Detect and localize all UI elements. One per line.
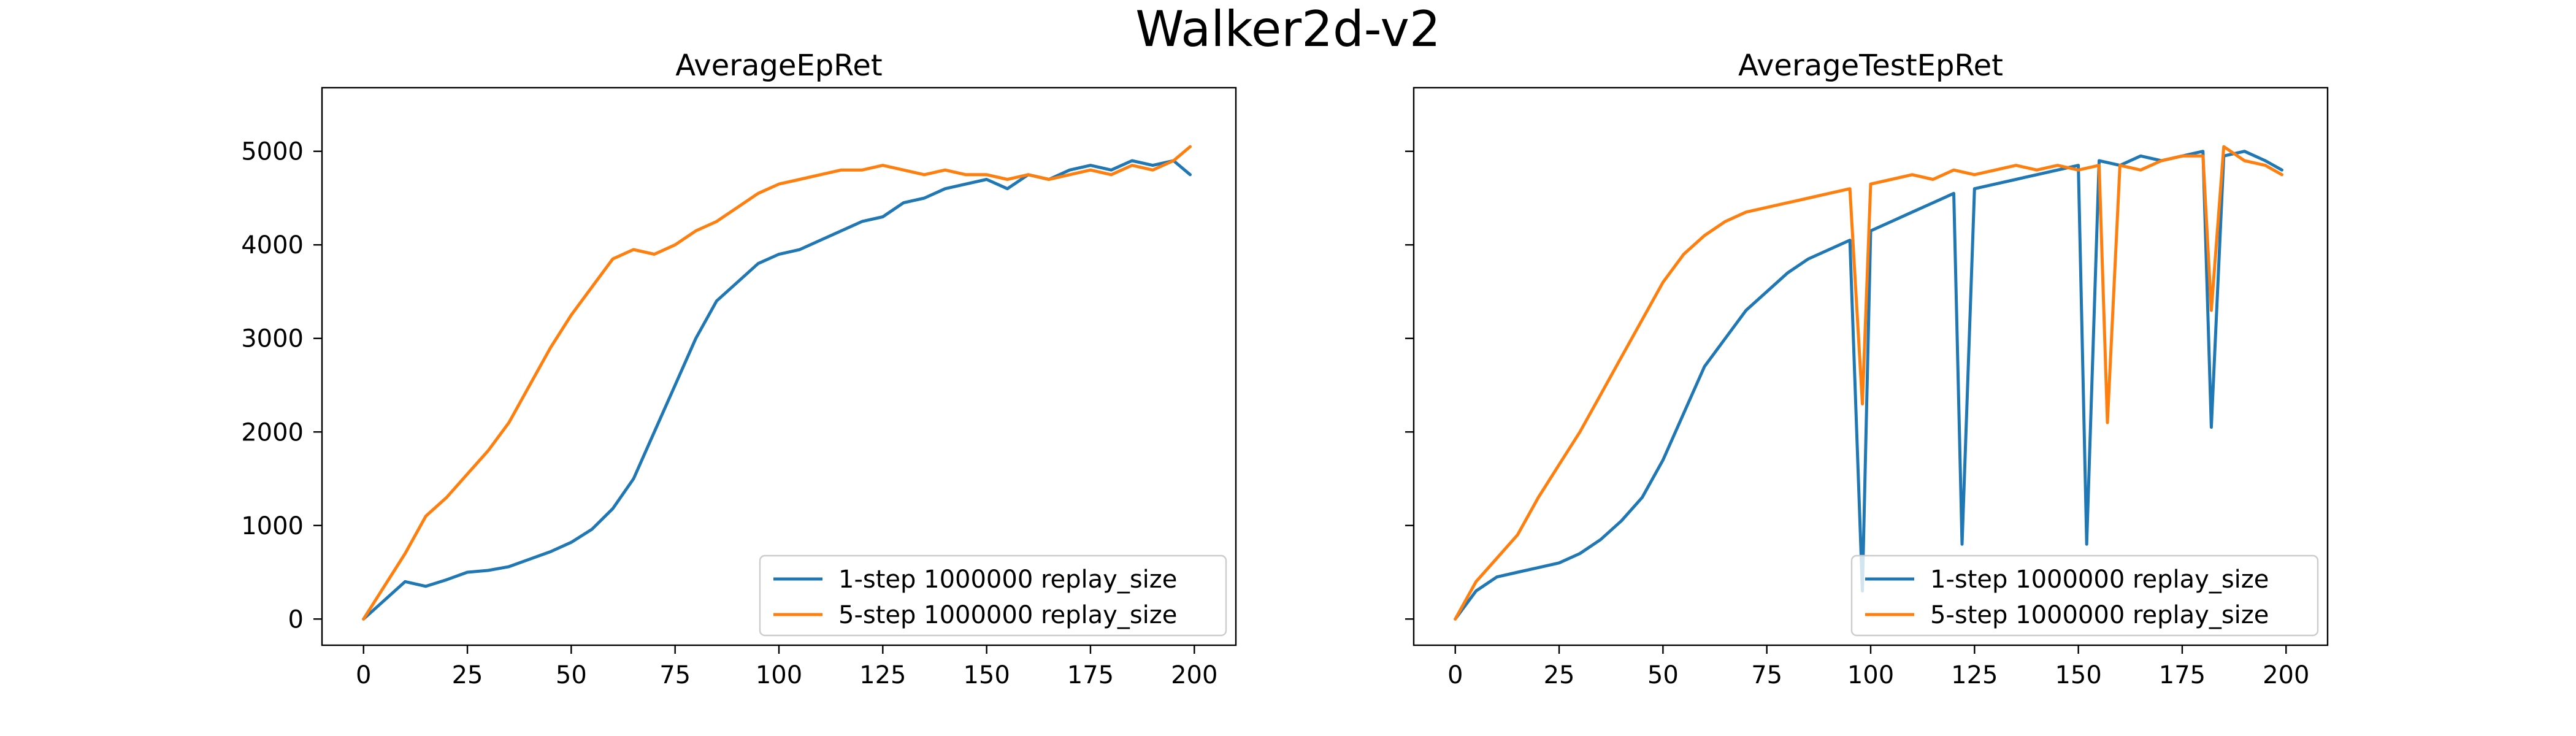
y-tick-label: 2000: [241, 418, 304, 447]
x-tick-label: 50: [1647, 661, 1679, 689]
y-tick-label: 4000: [241, 231, 304, 259]
x-tick-label: 200: [2263, 661, 2309, 689]
x-tick-label: 25: [1544, 661, 1575, 689]
x-tick-label: 125: [1951, 661, 1998, 689]
legend-label-2: 5-step 1000000 replay_size: [1930, 601, 2269, 629]
legend: 1-step 1000000 replay_size 5-step 1000000…: [759, 554, 1227, 637]
y-tick-label: 5000: [241, 138, 304, 166]
x-tick-label: 125: [859, 661, 906, 689]
x-tick-label: 100: [1847, 661, 1894, 689]
x-tick-label: 0: [356, 661, 371, 689]
x-tick-label: 175: [2159, 661, 2206, 689]
legend-label-1: 1-step 1000000 replay_size: [1930, 565, 2269, 594]
y-tick-label: 0: [288, 605, 304, 634]
x-tick-label: 0: [1447, 661, 1463, 689]
legend-label-2: 5-step 1000000 replay_size: [838, 601, 1177, 629]
chart-title: AverageEpRet: [675, 48, 882, 83]
legend-box: [759, 554, 1227, 637]
x-tick-label: 25: [452, 661, 483, 689]
x-tick-label: 50: [556, 661, 587, 689]
y-tick-label: 1000: [241, 512, 304, 540]
chart-title: AverageTestEpRet: [1738, 48, 2003, 83]
series-line-1: [362, 159, 1192, 621]
legend: 1-step 1000000 replay_size 5-step 1000000…: [1850, 554, 2319, 637]
x-tick-label: 75: [1751, 661, 1782, 689]
x-tick-label: 175: [1067, 661, 1114, 689]
series-line-2: [1454, 145, 2283, 621]
chart-2: AverageTestEpRet 0 25 50 75 100 125 150 175 200 1-…: [1405, 48, 2329, 689]
y-tick-label: 3000: [241, 325, 304, 353]
x-tick-label: 200: [1171, 661, 1217, 689]
x-tick-label: 150: [963, 661, 1010, 689]
x-tick-label: 75: [659, 661, 691, 689]
figure-suptitle: Walker2d-v2: [1135, 1, 1440, 58]
series-line-2: [362, 145, 1192, 621]
legend-label-1: 1-step 1000000 replay_size: [838, 565, 1177, 594]
x-tick-label: 100: [756, 661, 802, 689]
legend-box: [1850, 554, 2319, 637]
x-tick-label: 150: [2055, 661, 2101, 689]
series-line-1: [1454, 150, 2283, 621]
